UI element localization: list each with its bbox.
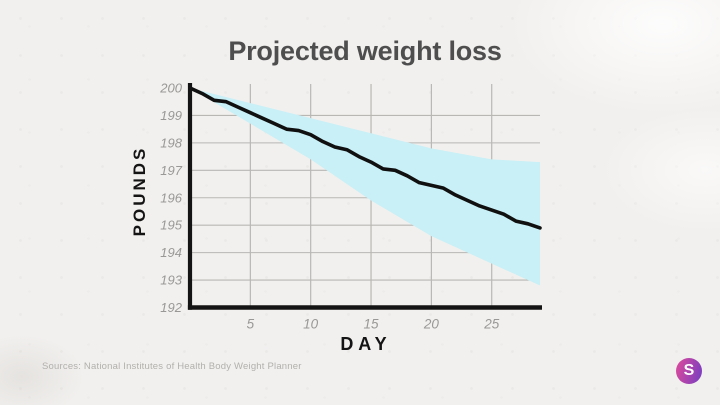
y-tick-label: 197 <box>160 163 182 178</box>
uncertainty-band <box>190 88 540 286</box>
weight-line <box>188 86 542 230</box>
y-tick-label: 198 <box>160 135 182 150</box>
source-attribution: Sources: National Institutes of Health B… <box>42 361 302 372</box>
y-tick-label: 200 <box>159 81 182 96</box>
x-tick-label: 20 <box>423 317 440 332</box>
x-tick-label: 25 <box>483 317 500 332</box>
x-tick-label: 10 <box>303 317 319 332</box>
chart-title: Projected weight loss <box>228 36 502 66</box>
brand-logo: S <box>676 358 702 384</box>
y-tick-label: 195 <box>160 218 182 233</box>
x-tick-label: 5 <box>247 317 255 332</box>
x-tick-label: 15 <box>364 317 380 332</box>
logo-letter: S <box>683 362 695 379</box>
y-tick-label: 199 <box>160 108 182 123</box>
y-tick-label: 192 <box>160 300 182 315</box>
y-tick-label: 196 <box>160 190 182 205</box>
y-tick-label: 194 <box>160 245 182 260</box>
x-axis-title: DAY <box>340 334 392 354</box>
y-tick-label: 193 <box>160 273 182 288</box>
